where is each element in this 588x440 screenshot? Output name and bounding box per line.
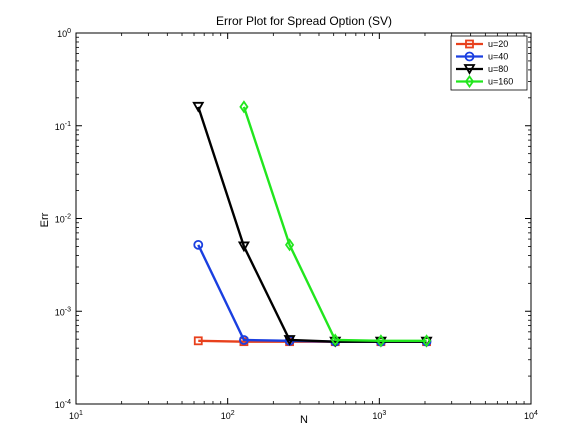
data-point <box>284 238 295 252</box>
legend-label: u=80 <box>488 64 508 74</box>
data-point <box>239 335 249 345</box>
legend-label: u=160 <box>488 77 513 87</box>
y-tick-label: 10-3 <box>55 306 71 317</box>
x-tick-label: 101 <box>69 410 83 421</box>
legend-marker <box>463 64 476 75</box>
data-point <box>237 241 250 253</box>
y-tick-label: 100 <box>57 28 71 39</box>
data-point <box>192 101 205 113</box>
y-tick-label: 10-4 <box>55 399 71 410</box>
x-tick-label: 104 <box>524 410 538 421</box>
y-tick-label: 10-1 <box>55 121 71 132</box>
data-point <box>239 100 249 114</box>
x-axis-title: N <box>300 414 308 426</box>
legend-marker <box>464 51 475 62</box>
legend-item: u=160 <box>456 74 513 89</box>
data-point <box>421 334 432 348</box>
chart-title: Error Plot for Spread Option (SV) <box>216 14 392 28</box>
series-line <box>242 106 427 343</box>
legend-item: u=40 <box>456 52 508 62</box>
legend-label: u=40 <box>488 52 508 62</box>
legend-label: u=20 <box>488 39 508 49</box>
data-point <box>193 239 204 250</box>
y-tick-label: 10-2 <box>55 214 71 225</box>
legend: u=20 u=40 u=80 u=160 <box>450 35 528 91</box>
x-tick-label: 102 <box>221 410 235 421</box>
legend-marker <box>464 74 475 89</box>
x-tick-label: 103 <box>372 410 386 421</box>
legend-marker <box>465 39 474 49</box>
data-point <box>376 334 386 348</box>
legend-item: u=20 <box>456 39 508 49</box>
plot-area: 101 102 103 10410-410-310-210-1100u=20u=40u… <box>55 28 538 421</box>
data-point <box>330 333 340 347</box>
legend-item: u=80 <box>456 64 508 75</box>
series-u=160 <box>239 100 432 348</box>
data-point <box>283 335 296 346</box>
y-axis-title: Err <box>39 212 51 227</box>
data-point <box>193 336 203 346</box>
